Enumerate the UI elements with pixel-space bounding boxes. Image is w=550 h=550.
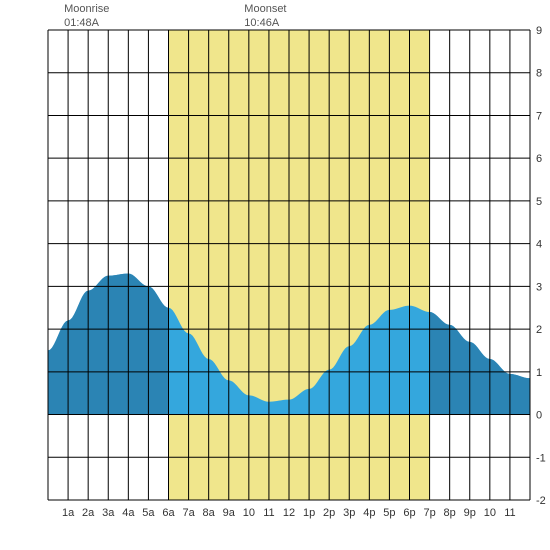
x-tick-label: 10: [484, 507, 496, 519]
y-tick-label: 7: [536, 110, 542, 122]
x-tick-label: 5a: [142, 507, 155, 519]
tide-chart: Moonrise 01:48A Moonset 10:46A -2-101234…: [0, 0, 550, 550]
x-tick-label: 12: [283, 507, 295, 519]
y-tick-label: 4: [536, 239, 542, 251]
chart-svg: -2-101234567891a2a3a4a5a6a7a8a9a1011121p…: [0, 0, 550, 550]
x-tick-label: 11: [263, 507, 274, 519]
x-tick-label: 2a: [82, 507, 95, 519]
y-tick-label: -2: [536, 495, 546, 507]
x-tick-label: 4p: [363, 507, 375, 519]
y-tick-label: 2: [536, 324, 542, 336]
x-tick-label: 3a: [102, 507, 115, 519]
y-tick-label: 5: [536, 196, 542, 208]
y-tick-label: 6: [536, 153, 542, 165]
tide-area-dark: [430, 312, 530, 415]
x-tick-label: 11: [504, 507, 515, 519]
x-tick-label: 8p: [444, 507, 456, 519]
x-tick-label: 7a: [182, 507, 195, 519]
y-tick-label: 8: [536, 68, 542, 80]
x-tick-label: 7p: [423, 507, 435, 519]
x-tick-label: 1p: [303, 507, 315, 519]
x-tick-label: 6p: [403, 507, 415, 519]
y-tick-label: 1: [536, 367, 542, 379]
y-tick-label: 9: [536, 25, 542, 37]
x-tick-label: 4a: [122, 507, 135, 519]
y-tick-label: 3: [536, 281, 542, 293]
y-tick-label: -1: [536, 452, 546, 464]
x-tick-label: 2p: [323, 507, 335, 519]
moonrise-title: Moonrise: [64, 3, 109, 15]
moonrise-label: Moonrise 01:48A: [64, 2, 109, 31]
x-tick-label: 9p: [464, 507, 476, 519]
x-tick-label: 3p: [343, 507, 355, 519]
daylight-band: [169, 30, 430, 500]
x-tick-label: 5p: [383, 507, 395, 519]
moonset-time: 10:46A: [244, 17, 279, 29]
x-tick-label: 8a: [203, 507, 216, 519]
x-tick-label: 6a: [162, 507, 175, 519]
x-tick-label: 10: [243, 507, 255, 519]
moonrise-time: 01:48A: [64, 17, 99, 29]
y-tick-label: 0: [536, 410, 542, 422]
moonset-title: Moonset: [244, 3, 286, 15]
moonset-label: Moonset 10:46A: [244, 2, 286, 31]
x-tick-label: 9a: [223, 507, 236, 519]
x-tick-label: 1a: [62, 507, 75, 519]
